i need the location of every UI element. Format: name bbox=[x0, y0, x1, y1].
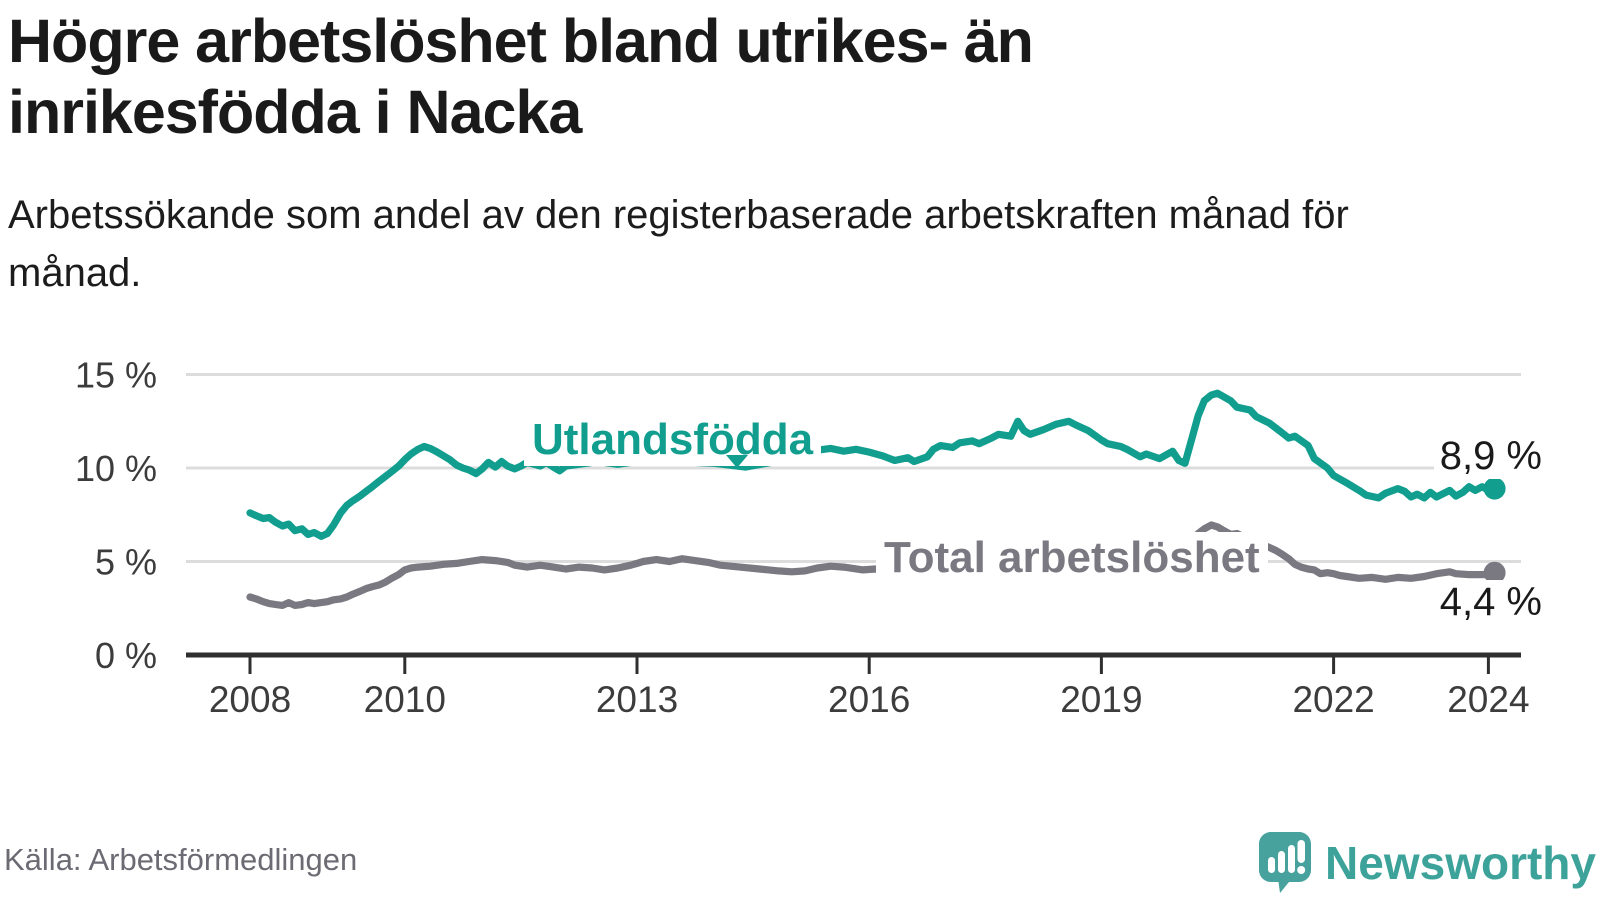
series-label-total: Total arbetslöshet bbox=[876, 532, 1268, 584]
y-axis-tick-label: 0 % bbox=[95, 635, 157, 676]
end-value-utlandsfodda: 8,9 % bbox=[1433, 434, 1548, 479]
chart-subtitle: Arbetssökande som andel av den registerb… bbox=[8, 193, 1349, 295]
series-end-dot bbox=[1483, 561, 1506, 584]
x-axis-tick-label: 2022 bbox=[1292, 679, 1374, 720]
newsworthy-logo-icon bbox=[1259, 832, 1312, 893]
series-line bbox=[246, 389, 1499, 540]
x-axis-tick-label: 2013 bbox=[596, 679, 678, 720]
y-axis-tick-label: 15 % bbox=[75, 355, 157, 396]
x-axis-tick-label: 2024 bbox=[1447, 679, 1529, 720]
end-value-total: 4,4 % bbox=[1433, 580, 1548, 625]
y-axis-tick-label: 5 % bbox=[95, 542, 157, 583]
x-axis-tick-label: 2010 bbox=[364, 679, 446, 720]
x-axis-tick-label: 2008 bbox=[209, 679, 291, 720]
series-line bbox=[246, 521, 1499, 610]
label-pointer-triangle-icon bbox=[726, 455, 748, 468]
x-axis-tick-label: 2016 bbox=[828, 679, 910, 720]
newsworthy-wordmark: Newsworthy bbox=[1325, 837, 1596, 889]
newsworthy-logo: Newsworthy bbox=[1259, 832, 1596, 894]
x-axis-tick-label: 2019 bbox=[1060, 679, 1142, 720]
page-title: Högre arbetslöshet bland utrikes- än inr… bbox=[8, 7, 1034, 147]
y-axis-tick-label: 10 % bbox=[75, 448, 157, 489]
source-note: Källa: Arbetsförmedlingen bbox=[4, 842, 358, 877]
series-label-utlandsfodda: Utlandsfödda bbox=[524, 414, 822, 466]
series-end-dot bbox=[1483, 477, 1506, 500]
